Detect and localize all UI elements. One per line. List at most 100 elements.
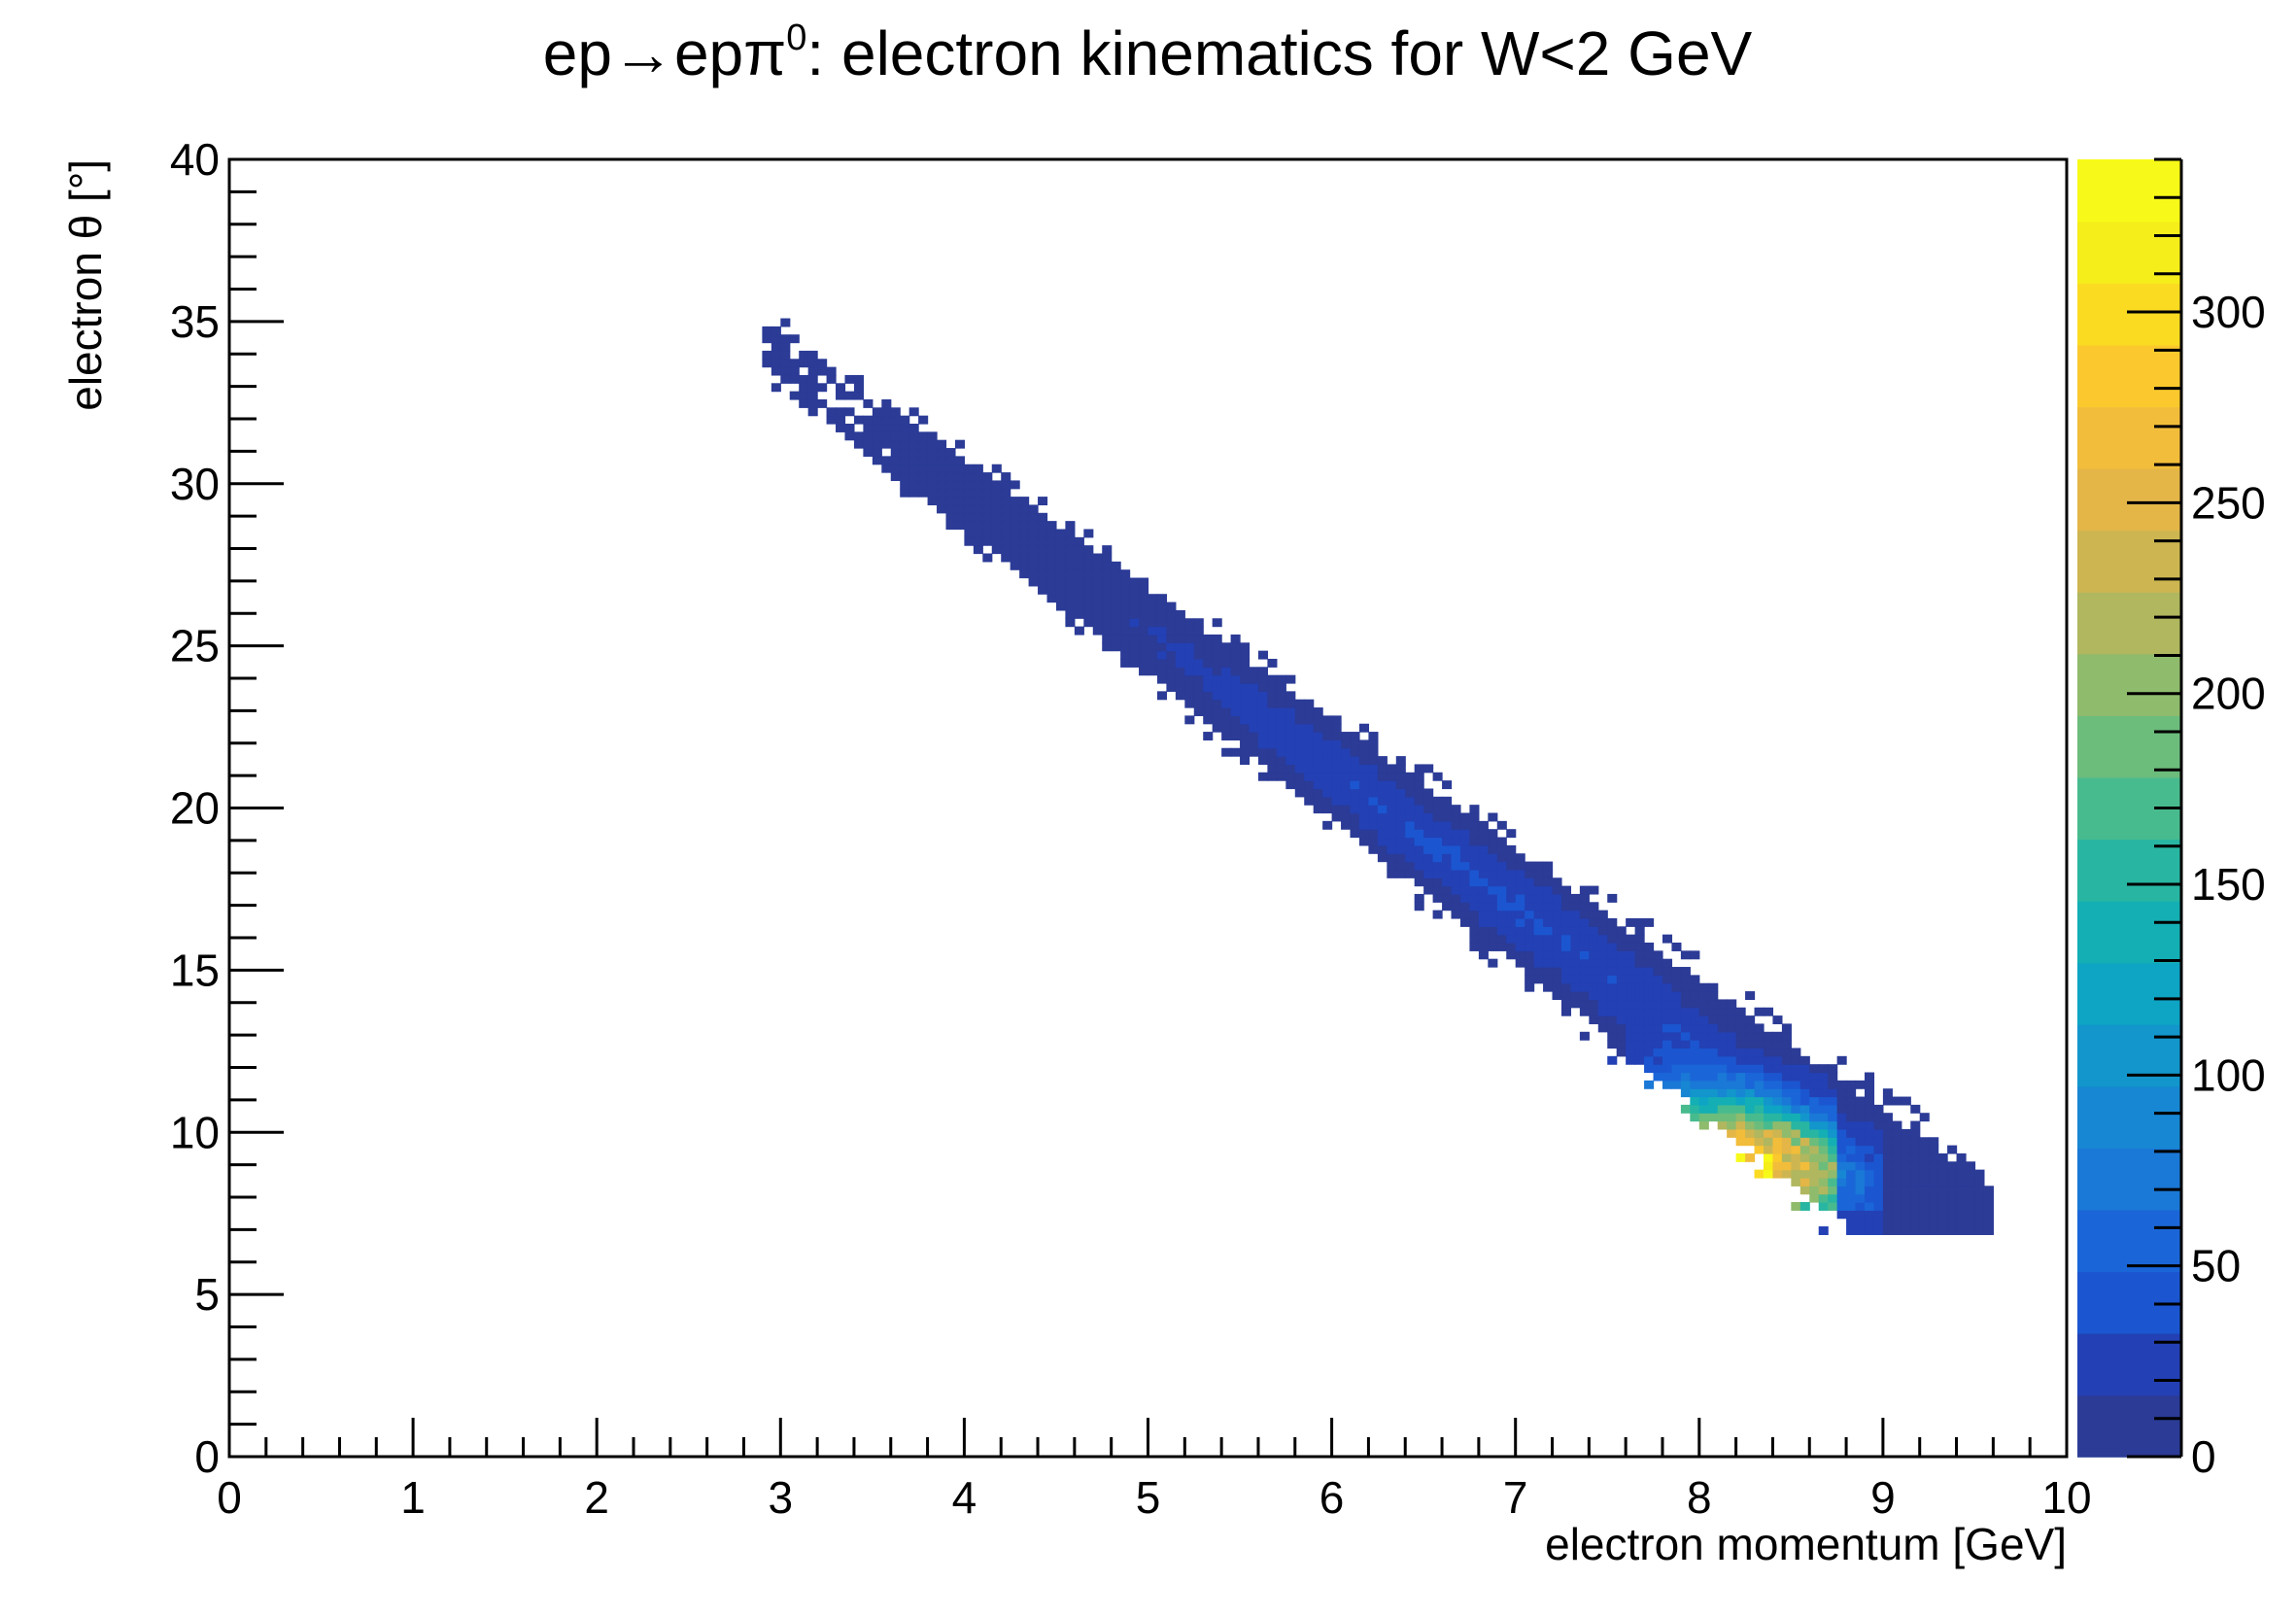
heatmap-bin — [1285, 674, 1296, 684]
heatmap-bin — [1120, 585, 1131, 595]
heatmap-bin — [1515, 861, 1525, 871]
heatmap-bin — [1892, 1193, 1902, 1203]
heatmap-bin — [1010, 553, 1020, 563]
heatmap-bin — [1864, 1177, 1875, 1186]
heatmap-bin — [973, 521, 983, 531]
heatmap-bin — [1698, 1113, 1709, 1122]
heatmap-bin — [1910, 1186, 1921, 1195]
heatmap-bin — [1139, 642, 1149, 652]
heatmap-bin — [1267, 674, 1278, 684]
heatmap-bin — [1230, 650, 1241, 660]
heatmap-bin — [1864, 1210, 1875, 1220]
heatmap-bin — [1680, 1055, 1691, 1065]
heatmap-bin — [1533, 926, 1544, 936]
heatmap-bin — [1240, 747, 1251, 757]
heatmap-bin — [1203, 699, 1214, 708]
heatmap-bin — [1864, 1202, 1875, 1211]
heatmap-bin — [1892, 1137, 1902, 1147]
heatmap-bin — [1341, 780, 1352, 790]
heatmap-bin — [1828, 1202, 1838, 1211]
heatmap-bin — [1836, 1113, 1847, 1122]
heatmap-bin — [1230, 723, 1241, 733]
heatmap-bin — [900, 464, 910, 473]
heatmap-bin — [1929, 1193, 1939, 1203]
heatmap-bin — [1028, 512, 1039, 522]
heatmap-bin — [1754, 1023, 1765, 1033]
heatmap-bin — [1212, 707, 1222, 716]
heatmap-bin — [1892, 1186, 1902, 1195]
heatmap-bin — [1221, 747, 1232, 757]
heatmap-bin — [1387, 805, 1397, 814]
heatmap-bin — [1791, 1088, 1801, 1098]
heatmap-bin — [1579, 934, 1590, 944]
heatmap-bin — [1662, 1023, 1673, 1033]
heatmap-bin — [1267, 732, 1278, 741]
heatmap-bin — [1285, 715, 1296, 725]
heatmap-bin — [1781, 1088, 1792, 1098]
heatmap-bin — [1763, 1088, 1774, 1098]
heatmap-bin — [872, 407, 882, 417]
heatmap-bin — [1828, 1113, 1838, 1122]
heatmap-bin — [1570, 967, 1581, 976]
heatmap-bin — [954, 439, 965, 449]
heatmap-bin — [1313, 764, 1323, 774]
heatmap-bin — [1175, 658, 1185, 668]
heatmap-bin — [1083, 602, 1094, 611]
heatmap-bin — [1533, 917, 1544, 927]
heatmap-bin — [1267, 764, 1278, 774]
heatmap-bin — [1496, 917, 1507, 927]
heatmap-bin — [1276, 739, 1286, 749]
heatmap-bin — [1552, 934, 1562, 944]
heatmap-bin — [1285, 780, 1296, 790]
heatmap-bin — [1240, 650, 1251, 660]
heatmap-bin — [1864, 1152, 1875, 1162]
heatmap-bin — [1387, 788, 1397, 798]
heatmap-bin — [1423, 796, 1434, 806]
heatmap-bin — [881, 464, 892, 473]
heatmap-bin — [1727, 1040, 1737, 1049]
heatmap-bin — [1616, 982, 1627, 992]
heatmap-bin — [1028, 569, 1039, 579]
heatmap-bin — [1166, 667, 1177, 676]
heatmap-bin — [1552, 926, 1562, 936]
heatmap-bin — [1074, 577, 1084, 587]
heatmap-bin — [1533, 950, 1544, 960]
heatmap-bin — [1735, 1040, 1746, 1049]
heatmap-bin — [1184, 674, 1195, 684]
colorbar-step — [2077, 406, 2181, 469]
heatmap-bin — [799, 398, 809, 408]
heatmap-bin — [1240, 707, 1251, 716]
heatmap-bin — [1763, 1128, 1774, 1138]
heatmap-bin — [1350, 820, 1360, 830]
heatmap-bin — [1552, 991, 1562, 1001]
heatmap-bin — [1442, 893, 1453, 903]
heatmap-bin — [1405, 829, 1416, 839]
heatmap-bin — [890, 431, 901, 441]
heatmap-bin — [1846, 1120, 1857, 1130]
heatmap-bin — [1560, 1007, 1572, 1016]
heatmap-bin — [817, 398, 828, 408]
heatmap-bin — [1626, 967, 1636, 976]
heatmap-bin — [1001, 529, 1011, 538]
heatmap-bin — [1092, 577, 1103, 587]
heatmap-bin — [1515, 853, 1525, 863]
heatmap-bin — [1717, 1080, 1728, 1089]
heatmap-bin — [1203, 642, 1214, 652]
heatmap-bin — [964, 521, 975, 531]
heatmap-bin — [807, 359, 818, 368]
heatmap-bin — [1781, 1137, 1792, 1147]
colorbar-step — [2077, 530, 2181, 593]
heatmap-bin — [1846, 1226, 1857, 1235]
heatmap-bin — [1055, 602, 1066, 611]
heatmap-bin — [1873, 1104, 1884, 1114]
heatmap-bin — [1616, 999, 1627, 1009]
heatmap-bin — [1156, 658, 1167, 668]
heatmap-bin — [973, 480, 983, 490]
heatmap-bin — [908, 456, 919, 465]
heatmap-bin — [1735, 1104, 1746, 1114]
heatmap-bin — [1368, 780, 1379, 790]
heatmap-bin — [1671, 1072, 1682, 1082]
heatmap-bin — [1506, 829, 1517, 839]
heatmap-bin — [1735, 1048, 1746, 1057]
heatmap-bin — [1579, 885, 1590, 895]
